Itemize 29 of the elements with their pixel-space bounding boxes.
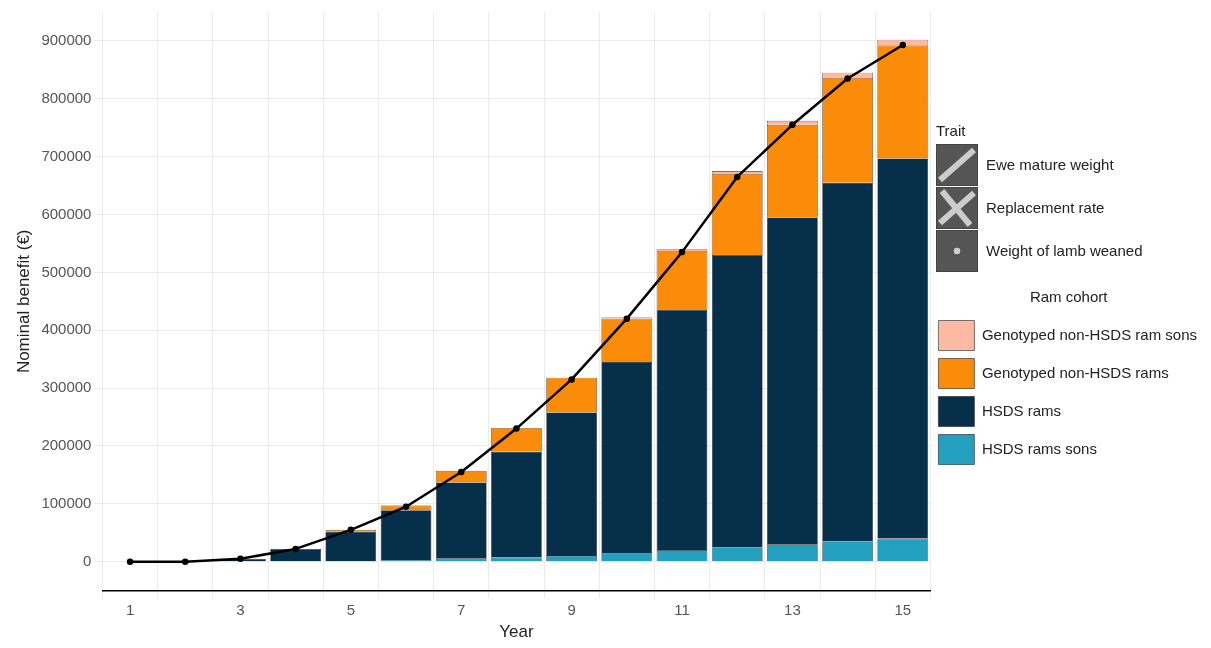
legend-label: HSDS rams sons [981,439,1097,457]
y-tick-label: 300000 [41,378,92,396]
y-tick-label: 800000 [41,88,92,106]
x-tick-label: 3 [236,600,245,618]
x-axis-title: Year [499,622,534,642]
x-tick-label: 5 [346,600,356,618]
y-tick-label: 400000 [41,320,92,338]
text: Weight of lamb weaned [986,242,1143,259]
y-axis-title: Nominal benefit (€) [13,229,33,374]
legend-label: Genotyped non-HSDS ram sons [981,325,1197,343]
legend-label: Genotyped non-HSDS rams [981,363,1169,381]
x-tick-label: 7 [457,600,466,618]
x-tick-label: 15 [894,600,912,618]
x-tick-label: 1 [125,600,135,618]
legend-label: HSDS rams [981,401,1062,419]
text: Trait [936,122,967,139]
y-tick-label: 500000 [41,262,92,280]
y-tick-label: 600000 [41,204,92,222]
y-tick-label: 200000 [41,436,92,454]
text: Replacement rate [986,199,1105,216]
x-tick-label: 11 [674,600,690,618]
x-tick-label: 13 [784,600,801,618]
legend-title: Ram cohort [1029,288,1109,306]
y-tick-label: 0 [83,551,92,569]
y-tick-label: 100000 [41,493,92,511]
x-tick-label: 9 [567,600,576,618]
y-tick-label: 700000 [41,146,92,164]
y-tick-label: 900000 [41,31,92,49]
text: Ewe mature weight [986,156,1114,173]
